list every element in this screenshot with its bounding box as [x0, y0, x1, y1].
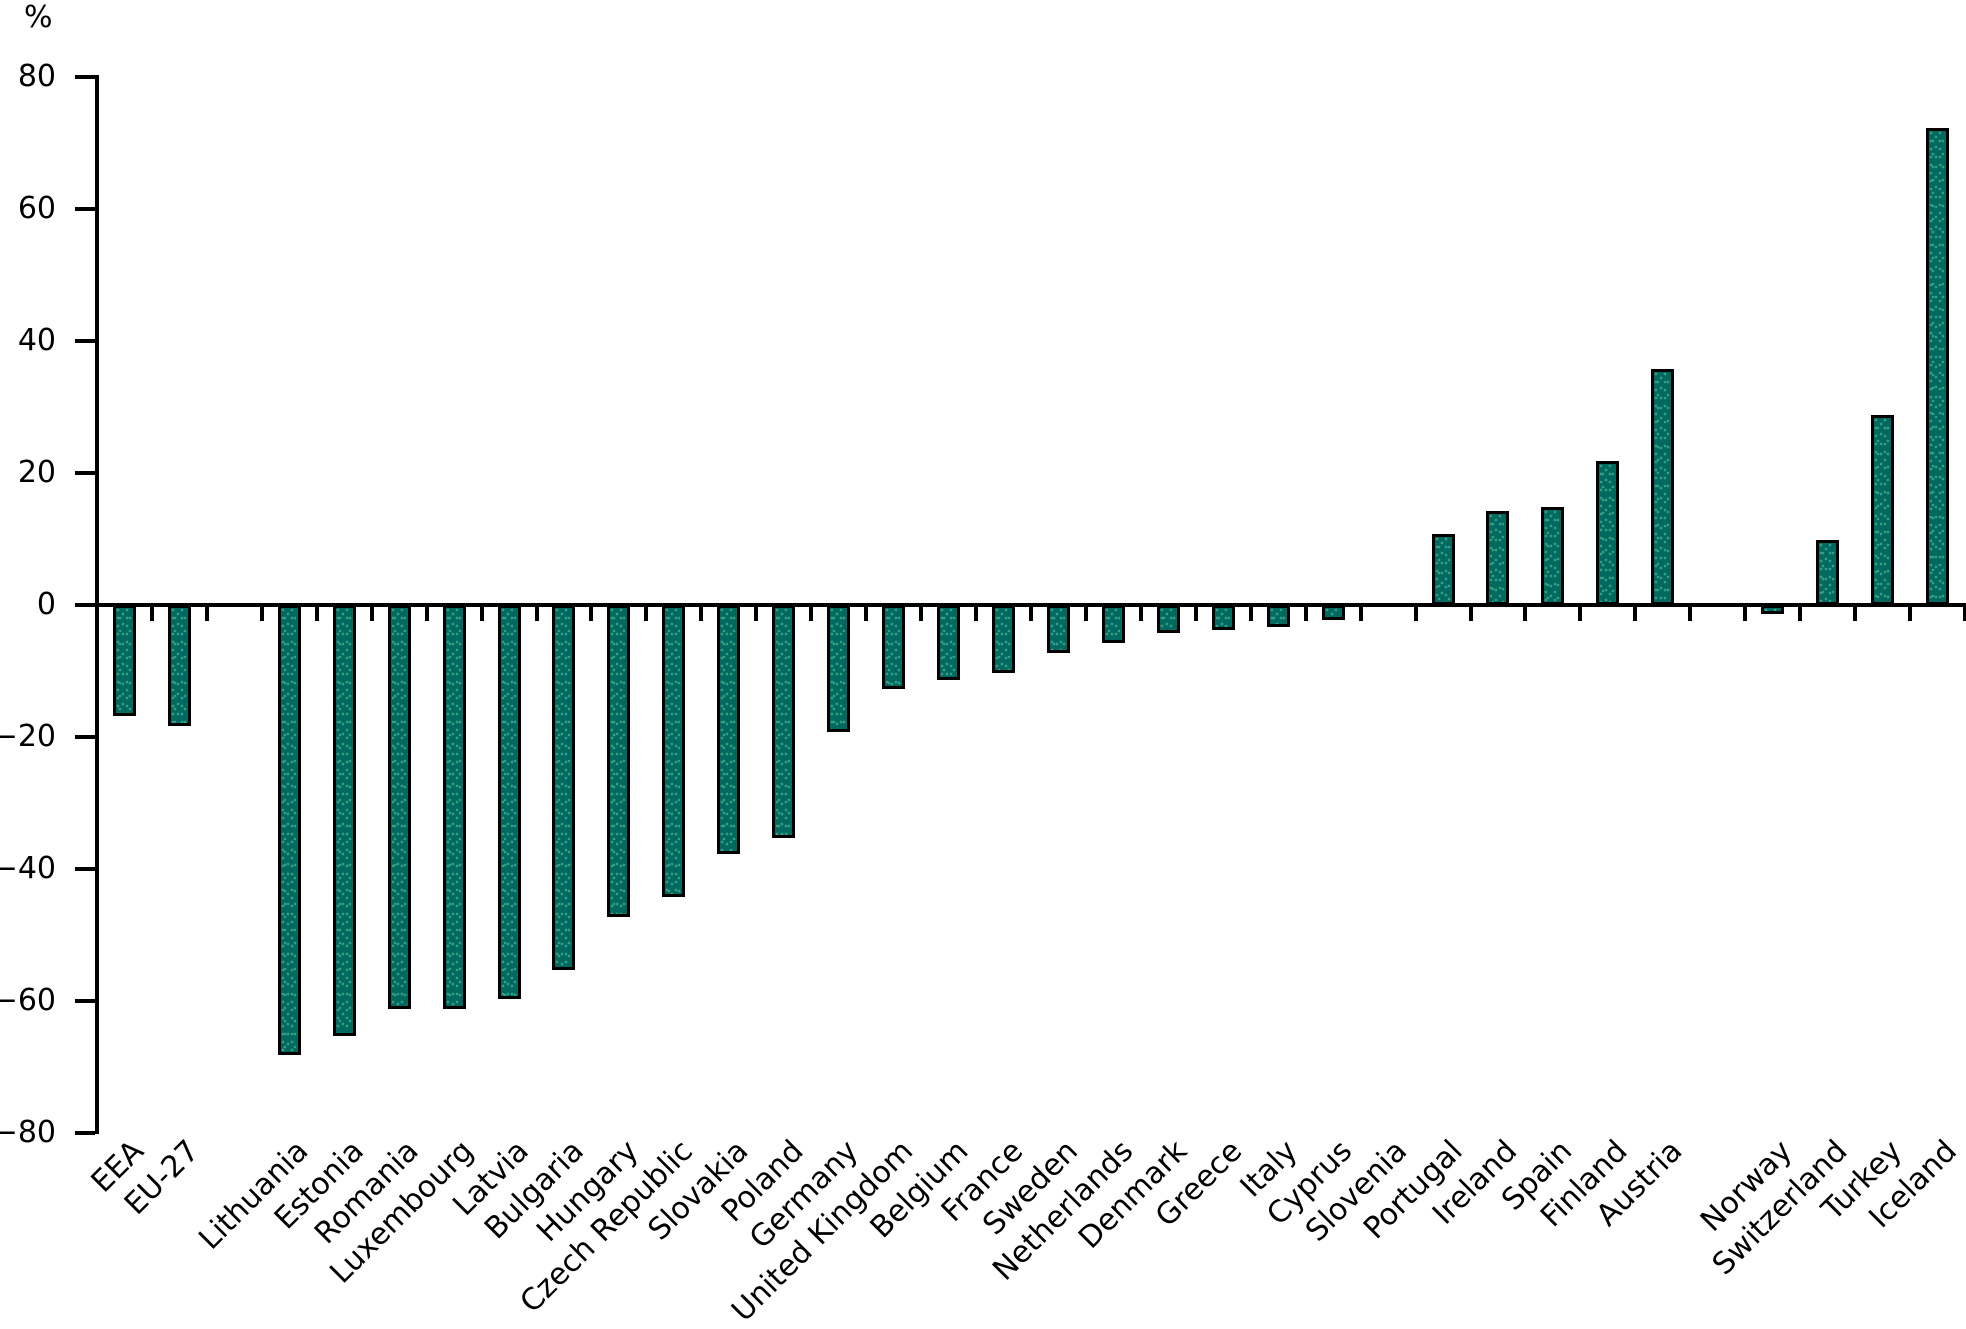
x-tick: [1908, 607, 1913, 621]
y-tick-label--80: −80: [0, 1114, 56, 1150]
bar-austria: [1651, 368, 1675, 605]
y-tick-label--20: −20: [0, 718, 56, 754]
bar-lithuania: [277, 605, 301, 1056]
bar-ireland: [1486, 510, 1510, 605]
x-tick: [424, 607, 429, 621]
bar-latvia: [497, 605, 521, 1000]
y-tick-label--40: −40: [0, 850, 56, 886]
bar-switzerland: [1816, 540, 1840, 605]
bar-sweden: [1046, 605, 1070, 654]
x-tick: [1028, 607, 1033, 621]
bar-portugal: [1431, 533, 1455, 605]
x-tick: [699, 607, 704, 621]
bar-eu-27: [167, 605, 191, 726]
y-tick-label-40: 40: [17, 323, 56, 359]
x-tick: [1083, 607, 1088, 621]
x-tick: [919, 607, 924, 621]
bar-cyprus: [1321, 605, 1345, 621]
y-axis-unit-label: %: [24, 0, 53, 35]
x-tick: [809, 607, 814, 621]
y-tick-20: [75, 471, 95, 476]
x-tick: [1468, 607, 1473, 621]
bar-greece: [1211, 605, 1235, 631]
y-tick-80: [75, 75, 95, 80]
bar-netherlands: [1101, 605, 1125, 644]
x-tick: [1688, 607, 1693, 621]
bar-slovakia: [717, 605, 741, 855]
bar-czech-republic: [662, 605, 686, 898]
bar-romania: [387, 605, 411, 1010]
x-tick: [369, 607, 374, 621]
x-tick: [974, 607, 979, 621]
bar-iceland: [1925, 128, 1949, 605]
x-tick: [149, 607, 154, 621]
bar-belgium: [937, 605, 961, 680]
x-tick: [644, 607, 649, 621]
bar-norway: [1761, 605, 1785, 614]
x-tick: [1248, 607, 1253, 621]
x-tick: [204, 607, 209, 621]
x-tick: [864, 607, 869, 621]
bar-germany: [827, 605, 851, 733]
bar-poland: [772, 605, 796, 838]
bar-finland: [1596, 461, 1620, 605]
y-tick-60: [75, 207, 95, 212]
x-tick: [1358, 607, 1363, 621]
x-tick: [1743, 607, 1748, 621]
bar-estonia: [332, 605, 356, 1036]
y-tick-label-60: 60: [17, 191, 56, 227]
y-tick--60: [75, 998, 95, 1003]
bar-hungary: [607, 605, 631, 917]
bar-italy: [1266, 605, 1290, 627]
x-tick: [1138, 607, 1143, 621]
x-tick: [1303, 607, 1308, 621]
y-tick-label-0: 0: [36, 587, 56, 622]
x-tick: [534, 607, 539, 621]
bar-united-kingdom: [882, 605, 906, 690]
x-tick: [1798, 607, 1803, 621]
bar-luxembourg: [442, 605, 466, 1010]
y-tick-0: [75, 603, 95, 607]
y-tick--80: [75, 1130, 95, 1135]
y-tick-40: [75, 339, 95, 344]
bar-denmark: [1156, 605, 1180, 634]
y-tick--40: [75, 866, 95, 871]
x-tick: [1853, 607, 1858, 621]
x-axis-zero-line: [95, 603, 1966, 607]
bar-turkey: [1871, 415, 1895, 605]
x-tick: [479, 607, 484, 621]
y-tick-label-20: 20: [17, 455, 56, 491]
y-tick-label-80: 80: [17, 59, 56, 95]
x-tick: [1193, 607, 1198, 621]
x-tick: [259, 607, 264, 621]
bar-eea: [112, 605, 136, 716]
x-tick: [1633, 607, 1638, 621]
bar-bulgaria: [552, 605, 576, 970]
x-tick: [589, 607, 594, 621]
x-tick: [1962, 607, 1966, 621]
x-tick: [754, 607, 759, 621]
x-tick: [314, 607, 319, 621]
y-tick-label--60: −60: [0, 982, 56, 1018]
y-tick--20: [75, 734, 95, 739]
x-tick: [1523, 607, 1528, 621]
x-tick: [1578, 607, 1583, 621]
x-tick: [1413, 607, 1418, 621]
bar-france: [992, 605, 1015, 673]
bar-spain: [1541, 507, 1565, 605]
